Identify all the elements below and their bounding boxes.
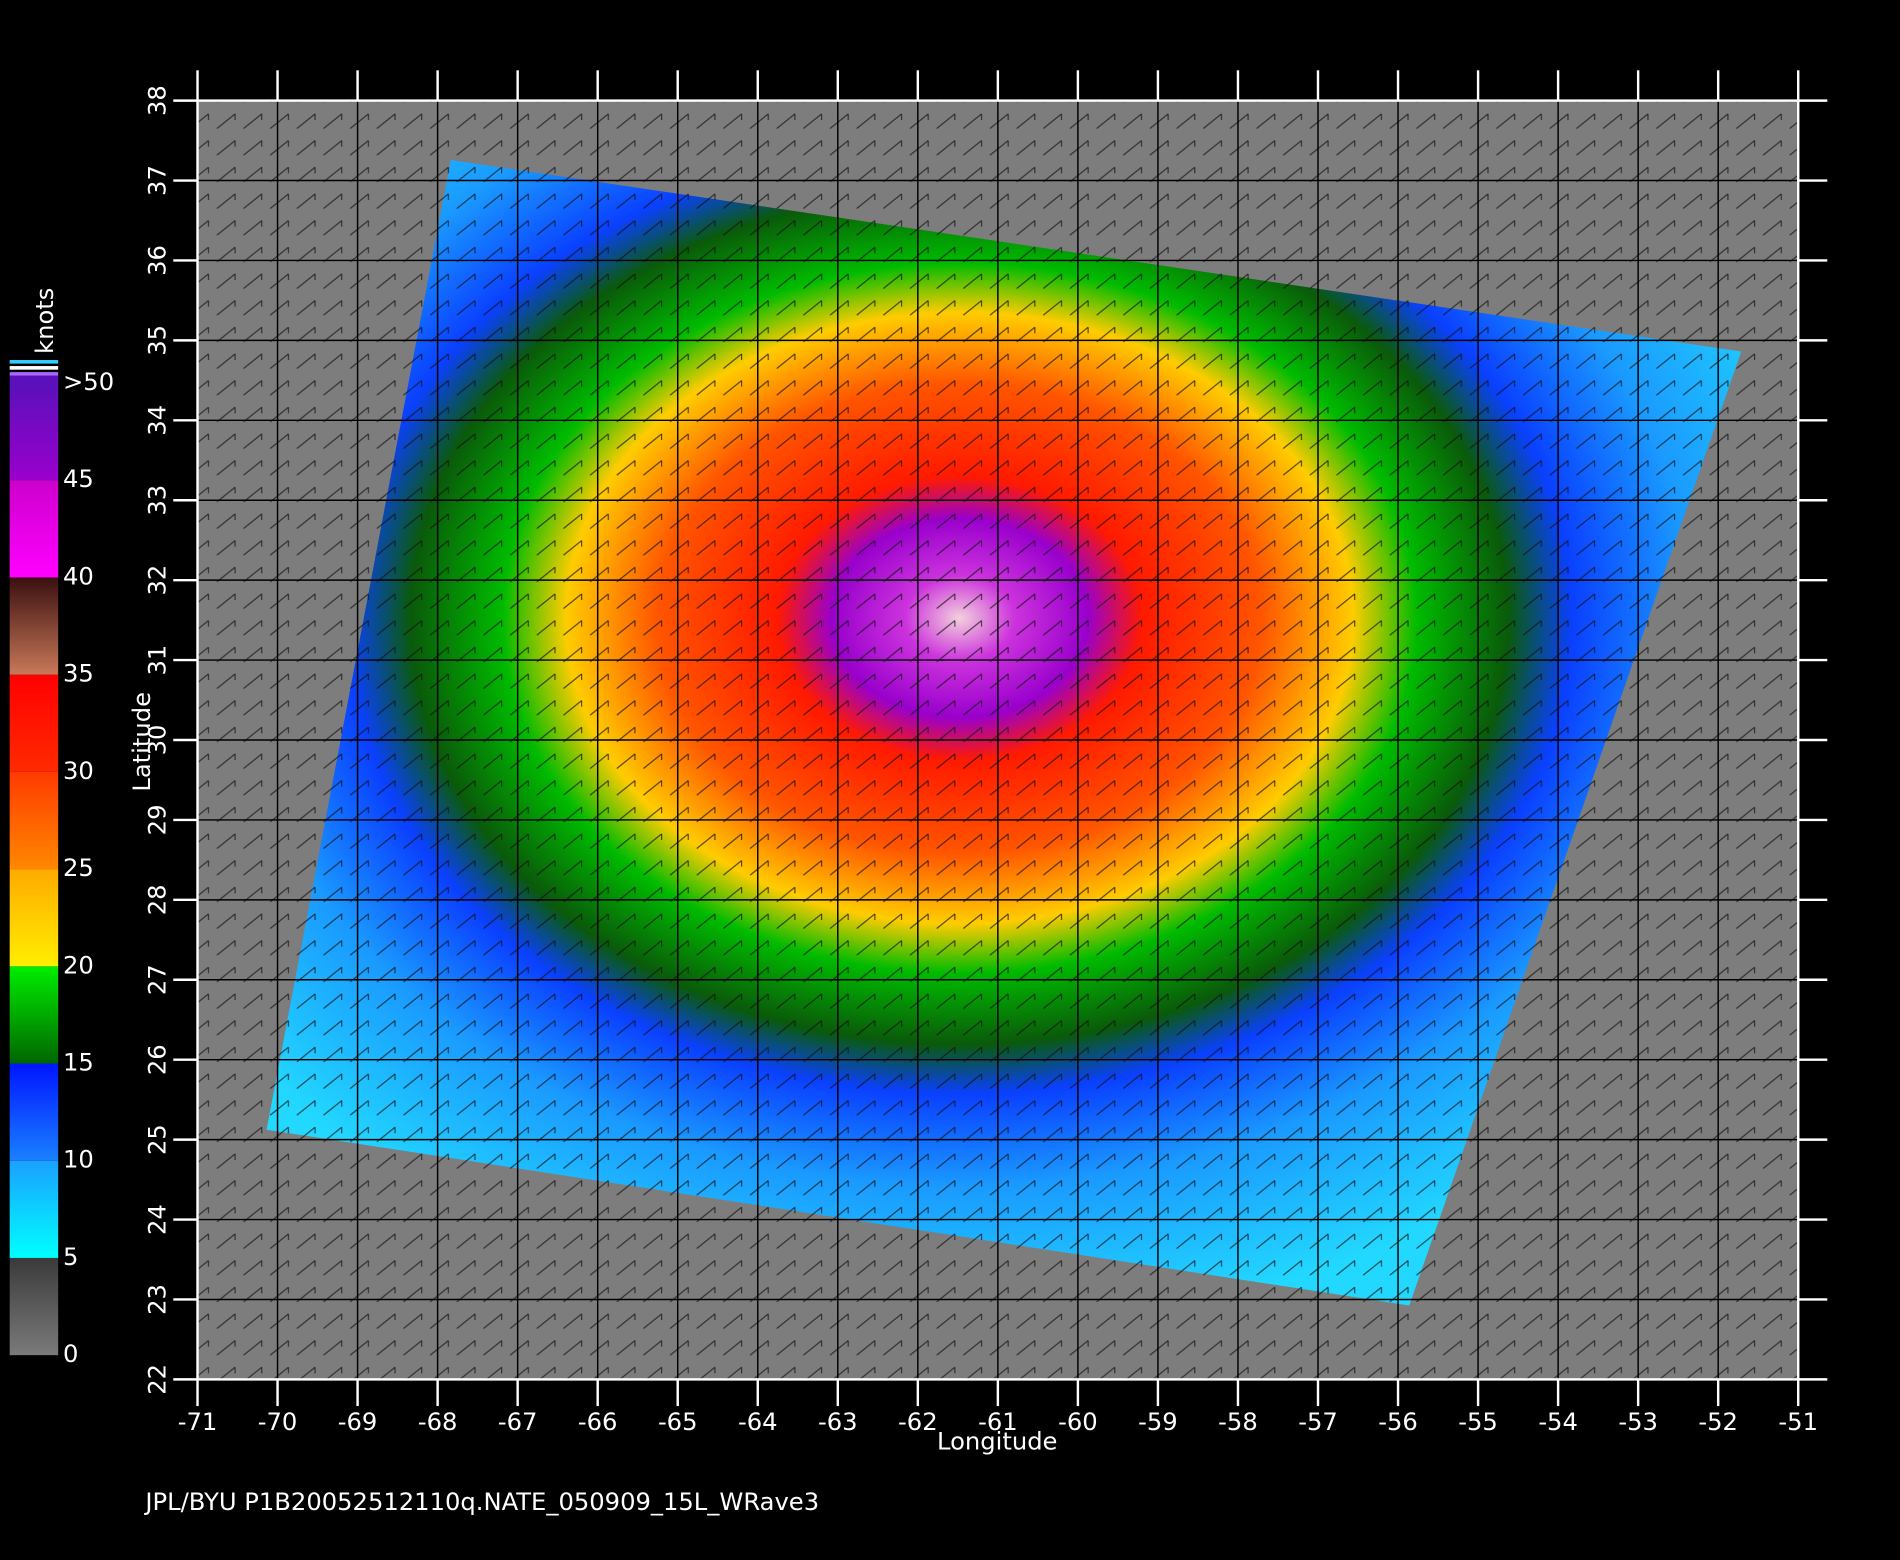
colorbar-band bbox=[9, 674, 59, 772]
x-tick-label: -56 bbox=[1378, 1408, 1418, 1436]
y-tick-label: 30 bbox=[144, 725, 172, 756]
colorbar-band bbox=[9, 771, 59, 870]
colorbar-band bbox=[9, 1063, 59, 1161]
y-tick-label: 33 bbox=[144, 485, 172, 516]
colorbar-tick-label: 35 bbox=[63, 660, 94, 688]
x-tick-label: -58 bbox=[1218, 1408, 1258, 1436]
plot-frame bbox=[196, 99, 1800, 1381]
axes: -71 -70 -69 -68 -67 -66 -65 -64 -63 -62 -61 -60 -59 -… bbox=[144, 70, 1828, 1436]
colorbar-tick-label: 25 bbox=[63, 854, 94, 882]
y-tick-label: 23 bbox=[144, 1284, 172, 1315]
colorbar-tick-label: >50 bbox=[63, 368, 114, 396]
x-tick-label: -53 bbox=[1618, 1408, 1658, 1436]
y-tick-label: 37 bbox=[144, 165, 172, 196]
colorbar-band bbox=[9, 577, 59, 675]
y-tick-label: 22 bbox=[144, 1364, 172, 1395]
footer: JPL/BYU P1B20052512110q.NATE_050909_15L_… bbox=[143, 1488, 819, 1516]
colorbar-label: knots bbox=[31, 288, 59, 354]
y-tick-label: 27 bbox=[144, 964, 172, 995]
y-tick-label: 32 bbox=[144, 565, 172, 596]
x-tick-label: -57 bbox=[1298, 1408, 1338, 1436]
colorbar-tick-label: 40 bbox=[63, 562, 94, 590]
colorbar-band bbox=[9, 480, 59, 578]
y-tick-label: 29 bbox=[144, 805, 172, 836]
x-axis-label: Longitude bbox=[937, 1427, 1057, 1455]
colorbar-tick-label: 0 bbox=[63, 1340, 78, 1368]
x-tick-label: -66 bbox=[578, 1408, 618, 1436]
y-tick-label: 24 bbox=[144, 1204, 172, 1235]
x-tick-label: -61 bbox=[978, 1408, 1018, 1436]
y-tick-label: 36 bbox=[144, 245, 172, 276]
colorbar-tick-label: 45 bbox=[63, 465, 94, 493]
x-tick-label: -51 bbox=[1778, 1408, 1818, 1436]
wind-barbs bbox=[266, 160, 1742, 1306]
x-tick-label: -52 bbox=[1698, 1408, 1738, 1436]
colorbar-tick-label: 5 bbox=[63, 1243, 78, 1271]
x-tick-label: -64 bbox=[738, 1408, 778, 1436]
colorbar: 0 5 10 15 20 25 30 35 40 45 >50 bbox=[9, 368, 114, 1368]
y-tick-label: 28 bbox=[144, 884, 172, 915]
x-tick-label: -67 bbox=[498, 1408, 538, 1436]
colorbar-tick-label: 30 bbox=[63, 757, 94, 785]
x-tick-label: -65 bbox=[658, 1408, 698, 1436]
y-tick-label: 31 bbox=[144, 645, 172, 676]
y-tick-label: 34 bbox=[144, 405, 172, 436]
x-tick-label: -59 bbox=[1138, 1408, 1178, 1436]
colorbar-band bbox=[9, 1257, 59, 1356]
colorbar-top-stripes bbox=[9, 360, 59, 376]
x-tick-label: -62 bbox=[898, 1408, 938, 1436]
x-tick-label: -71 bbox=[178, 1408, 218, 1436]
x-tick-label: -63 bbox=[818, 1408, 858, 1436]
x-tick-label: -55 bbox=[1458, 1408, 1498, 1436]
colorbar-band bbox=[9, 869, 59, 967]
y-tick-label: 38 bbox=[144, 85, 172, 116]
x-tick-label: -60 bbox=[1058, 1408, 1098, 1436]
colorbar-top-band bbox=[9, 375, 59, 384]
y-tick-label: 25 bbox=[144, 1124, 172, 1155]
y-tick-label: 35 bbox=[144, 325, 172, 356]
y-axis-label: Latitude bbox=[128, 692, 156, 792]
colorbar-tick-label: 10 bbox=[63, 1146, 94, 1174]
colorbar-tick-label: 15 bbox=[63, 1049, 94, 1077]
x-tick-label: -54 bbox=[1538, 1408, 1578, 1436]
colorbar-band bbox=[9, 966, 59, 1064]
x-tick-label: -70 bbox=[258, 1408, 298, 1436]
x-tick-label: -69 bbox=[338, 1408, 378, 1436]
colorbar-tick-label: 20 bbox=[63, 951, 94, 979]
x-tick-label: -68 bbox=[418, 1408, 458, 1436]
y-tick-label: 26 bbox=[144, 1044, 172, 1075]
colorbar-band bbox=[9, 383, 59, 481]
colorbar-band bbox=[9, 1160, 59, 1258]
